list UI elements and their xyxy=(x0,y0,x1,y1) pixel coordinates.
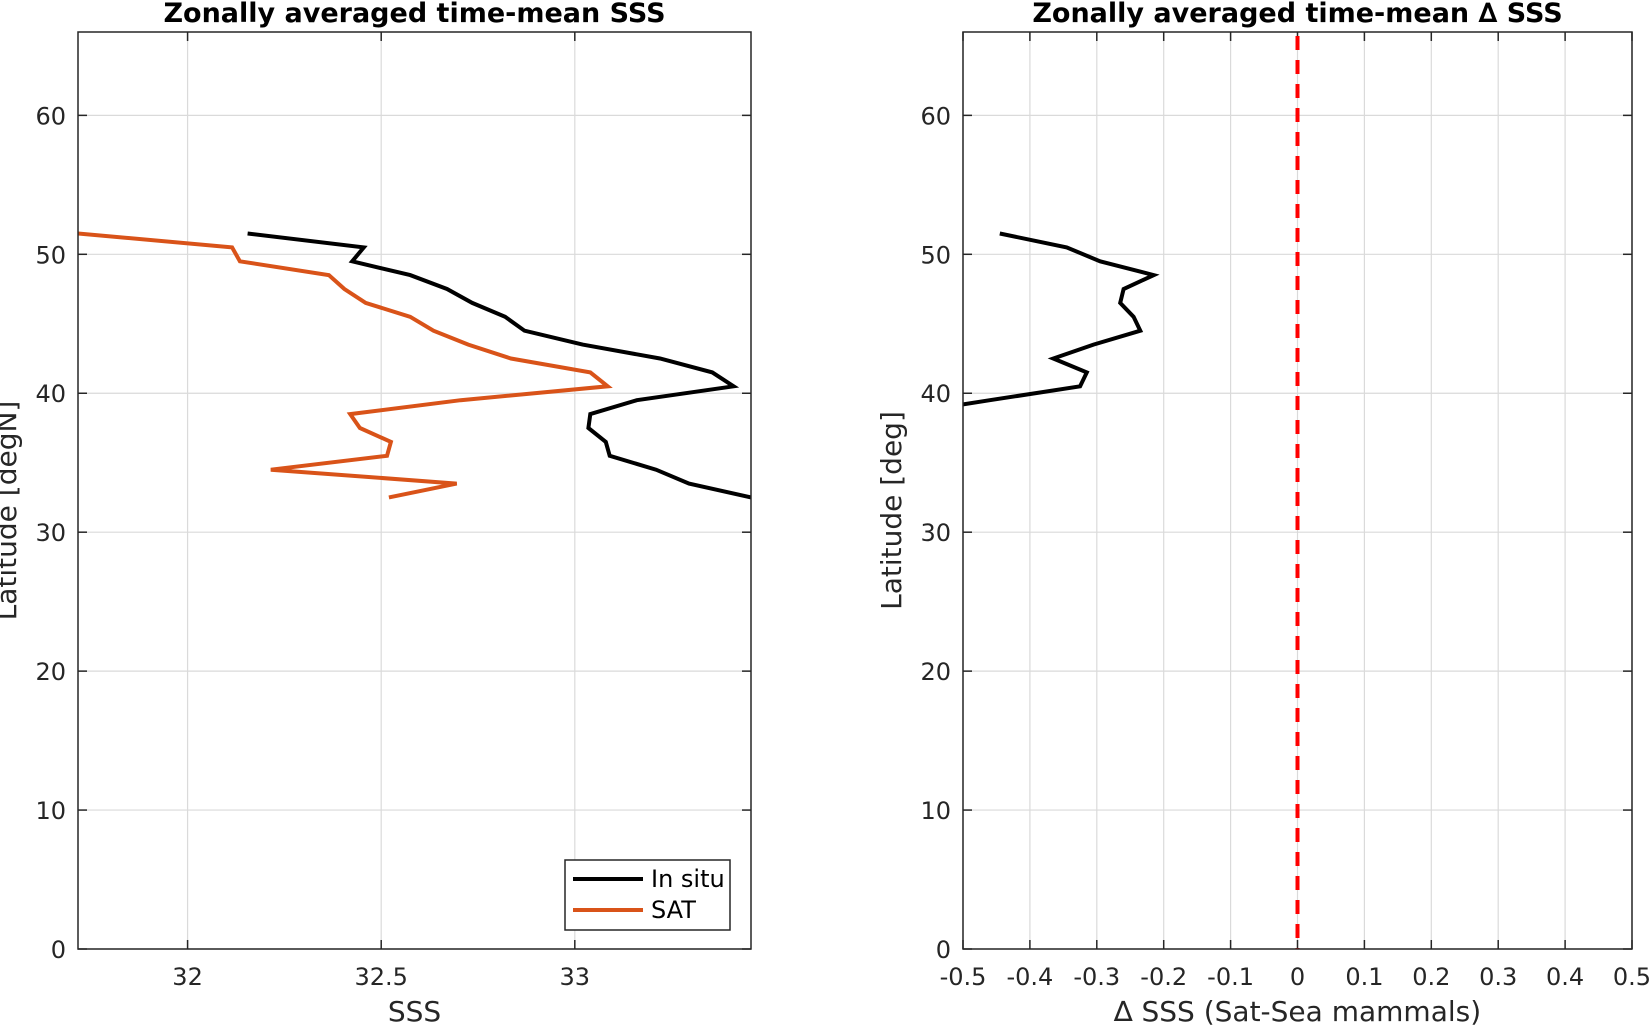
axis-ticks: -0.5 -0.4 -0.3 -0.2 -0.1 0 0.1 0.2 0.3 0.4 0.5 0 10 2… xyxy=(920,32,1651,991)
grid-lines xyxy=(78,32,751,950)
x-tick-label: 0.2 xyxy=(1412,963,1450,991)
x-tick-label: 0.1 xyxy=(1345,963,1383,991)
y-tick-label: 30 xyxy=(35,519,66,547)
y-tick-label: 0 xyxy=(936,936,951,964)
axis-ticks: 32 32.5 33 0 10 20 30 40 50 60 xyxy=(35,32,751,991)
y-tick-label: 50 xyxy=(920,241,951,269)
y-tick-label: 20 xyxy=(920,658,951,686)
chart-title: Zonally averaged time-mean ∆ SSS xyxy=(1032,0,1562,29)
y-tick-label: 0 xyxy=(51,936,66,964)
x-tick-label: -0.1 xyxy=(1207,963,1254,991)
y-tick-label: 60 xyxy=(920,102,951,130)
y-tick-label: 30 xyxy=(920,519,951,547)
x-tick-label: 32.5 xyxy=(354,963,407,991)
x-tick-label: 0 xyxy=(1290,963,1305,991)
y-tick-label: 10 xyxy=(920,797,951,825)
chart-title: Zonally averaged time-mean SSS xyxy=(163,0,665,29)
axes-box xyxy=(962,31,1633,950)
x-tick-label: 0.3 xyxy=(1479,963,1517,991)
y-tick-label: 50 xyxy=(35,241,66,269)
y-tick-label: 60 xyxy=(35,102,66,130)
series-line-delta-sss xyxy=(963,231,1160,407)
x-tick-label: -0.4 xyxy=(1006,963,1053,991)
y-tick-label: 10 xyxy=(35,797,66,825)
x-tick-label: 0.5 xyxy=(1613,963,1651,991)
x-tick-label: -0.2 xyxy=(1140,963,1187,991)
x-tick-label: -0.3 xyxy=(1073,963,1120,991)
delta-sss-panel: -0.5 -0.4 -0.3 -0.2 -0.1 0 0.1 0.2 0.3 0.4 0.5 0 10 2… xyxy=(875,0,1651,1025)
series-line-sat xyxy=(78,231,613,500)
series-line-in-situ xyxy=(247,231,751,500)
sss-panel: 32 32.5 33 0 10 20 30 40 50 60 Zonally averaged t… xyxy=(0,0,752,1025)
y-tick-label: 20 xyxy=(35,658,66,686)
x-tick-label: -0.5 xyxy=(940,963,987,991)
x-tick-label: 32 xyxy=(172,963,203,991)
legend-box xyxy=(564,859,731,931)
y-axis-label: Latitude [deg] xyxy=(875,411,908,610)
data-series xyxy=(78,231,751,500)
legend: In situ SAT xyxy=(564,859,731,931)
x-axis-label: ∆ SSS (Sat-Sea mammals) xyxy=(1113,995,1481,1025)
y-tick-label: 40 xyxy=(920,380,951,408)
x-axis-label: SSS xyxy=(388,995,441,1025)
legend-label-sat: SAT xyxy=(651,896,696,924)
y-tick-label: 40 xyxy=(35,380,66,408)
x-tick-label: 33 xyxy=(560,963,591,991)
legend-label-in-situ: In situ xyxy=(651,865,725,893)
axes-box xyxy=(77,31,752,950)
x-tick-label: 0.4 xyxy=(1546,963,1584,991)
y-axis-label: Latitude [degN] xyxy=(0,401,23,621)
data-series xyxy=(963,231,1160,407)
